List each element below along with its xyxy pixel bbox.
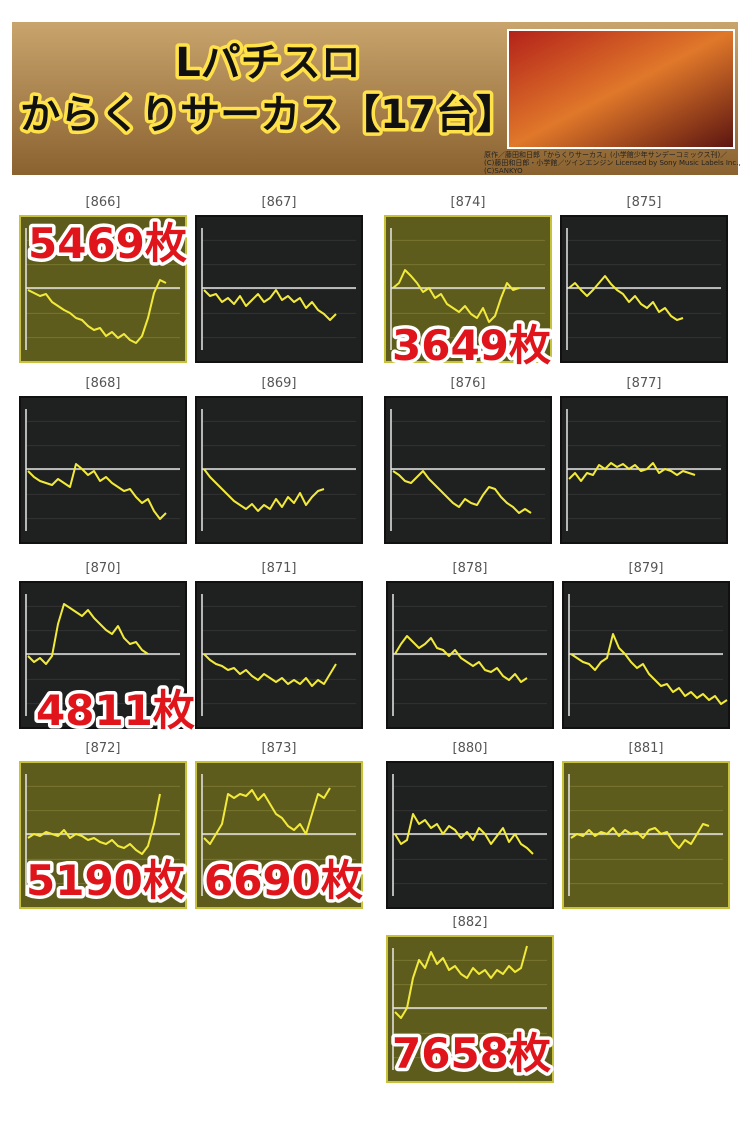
trace-line — [394, 813, 534, 855]
trace-line — [203, 653, 337, 687]
panel-label: [867] — [262, 195, 297, 210]
title-line2: からくりサーカス【17台】 — [20, 92, 516, 138]
key-art — [507, 29, 735, 149]
panel-label: [880] — [453, 741, 488, 756]
panel-label: [877] — [627, 376, 662, 391]
trace-line — [570, 823, 710, 849]
coin-count: 5190枚 — [26, 856, 185, 905]
panel-label: [866] — [86, 195, 121, 210]
copyright: 原作／藤田和日郎「からくりサーカス」(小学館少年サンデーコミックス刊)／ — [484, 150, 727, 159]
coin-count: 3649枚 — [392, 321, 551, 370]
coin-count: 4811枚 — [36, 686, 195, 735]
coin-count: 6690枚 — [204, 856, 363, 905]
trace-line — [203, 787, 331, 845]
trace-line — [27, 279, 167, 344]
panel-label: [881] — [629, 741, 664, 756]
trace-line — [27, 463, 167, 520]
trace-line — [27, 603, 149, 665]
trace-line — [27, 793, 161, 855]
trace-line — [394, 945, 528, 1019]
panel-label: [876] — [451, 376, 486, 391]
panel-label: [873] — [262, 741, 297, 756]
trace-line — [203, 468, 325, 512]
copyright: (C)藤田和日郎・小学館／ツインエンジン Licensed by Sony Mu… — [484, 158, 741, 167]
panel-label: [871] — [262, 561, 297, 576]
panel-label: [878] — [453, 561, 488, 576]
trace-line — [203, 289, 337, 321]
panel-label: [869] — [262, 376, 297, 391]
panel-label: [874] — [451, 195, 486, 210]
copyright: (C)SANKYO — [484, 167, 523, 175]
trace-line — [392, 470, 532, 514]
panel-label: [868] — [86, 376, 121, 391]
title-line1: Lパチスロ — [175, 40, 361, 86]
trace-line — [570, 633, 728, 705]
trace-line — [568, 462, 696, 482]
coin-count: 7658枚 — [392, 1029, 551, 1078]
panel-label: [870] — [86, 561, 121, 576]
panel-label: [882] — [453, 915, 488, 930]
panel-label: [875] — [627, 195, 662, 210]
panel-label: [879] — [629, 561, 664, 576]
coin-count: 5469枚 — [28, 219, 187, 268]
panel-label: [872] — [86, 741, 121, 756]
trace-line — [394, 635, 528, 683]
trace-line — [392, 269, 520, 323]
trace-line — [568, 275, 684, 321]
panels: [866] 5469枚 [867] [874] 3649枚 [875] [868] [869]… — [19, 195, 730, 1083]
